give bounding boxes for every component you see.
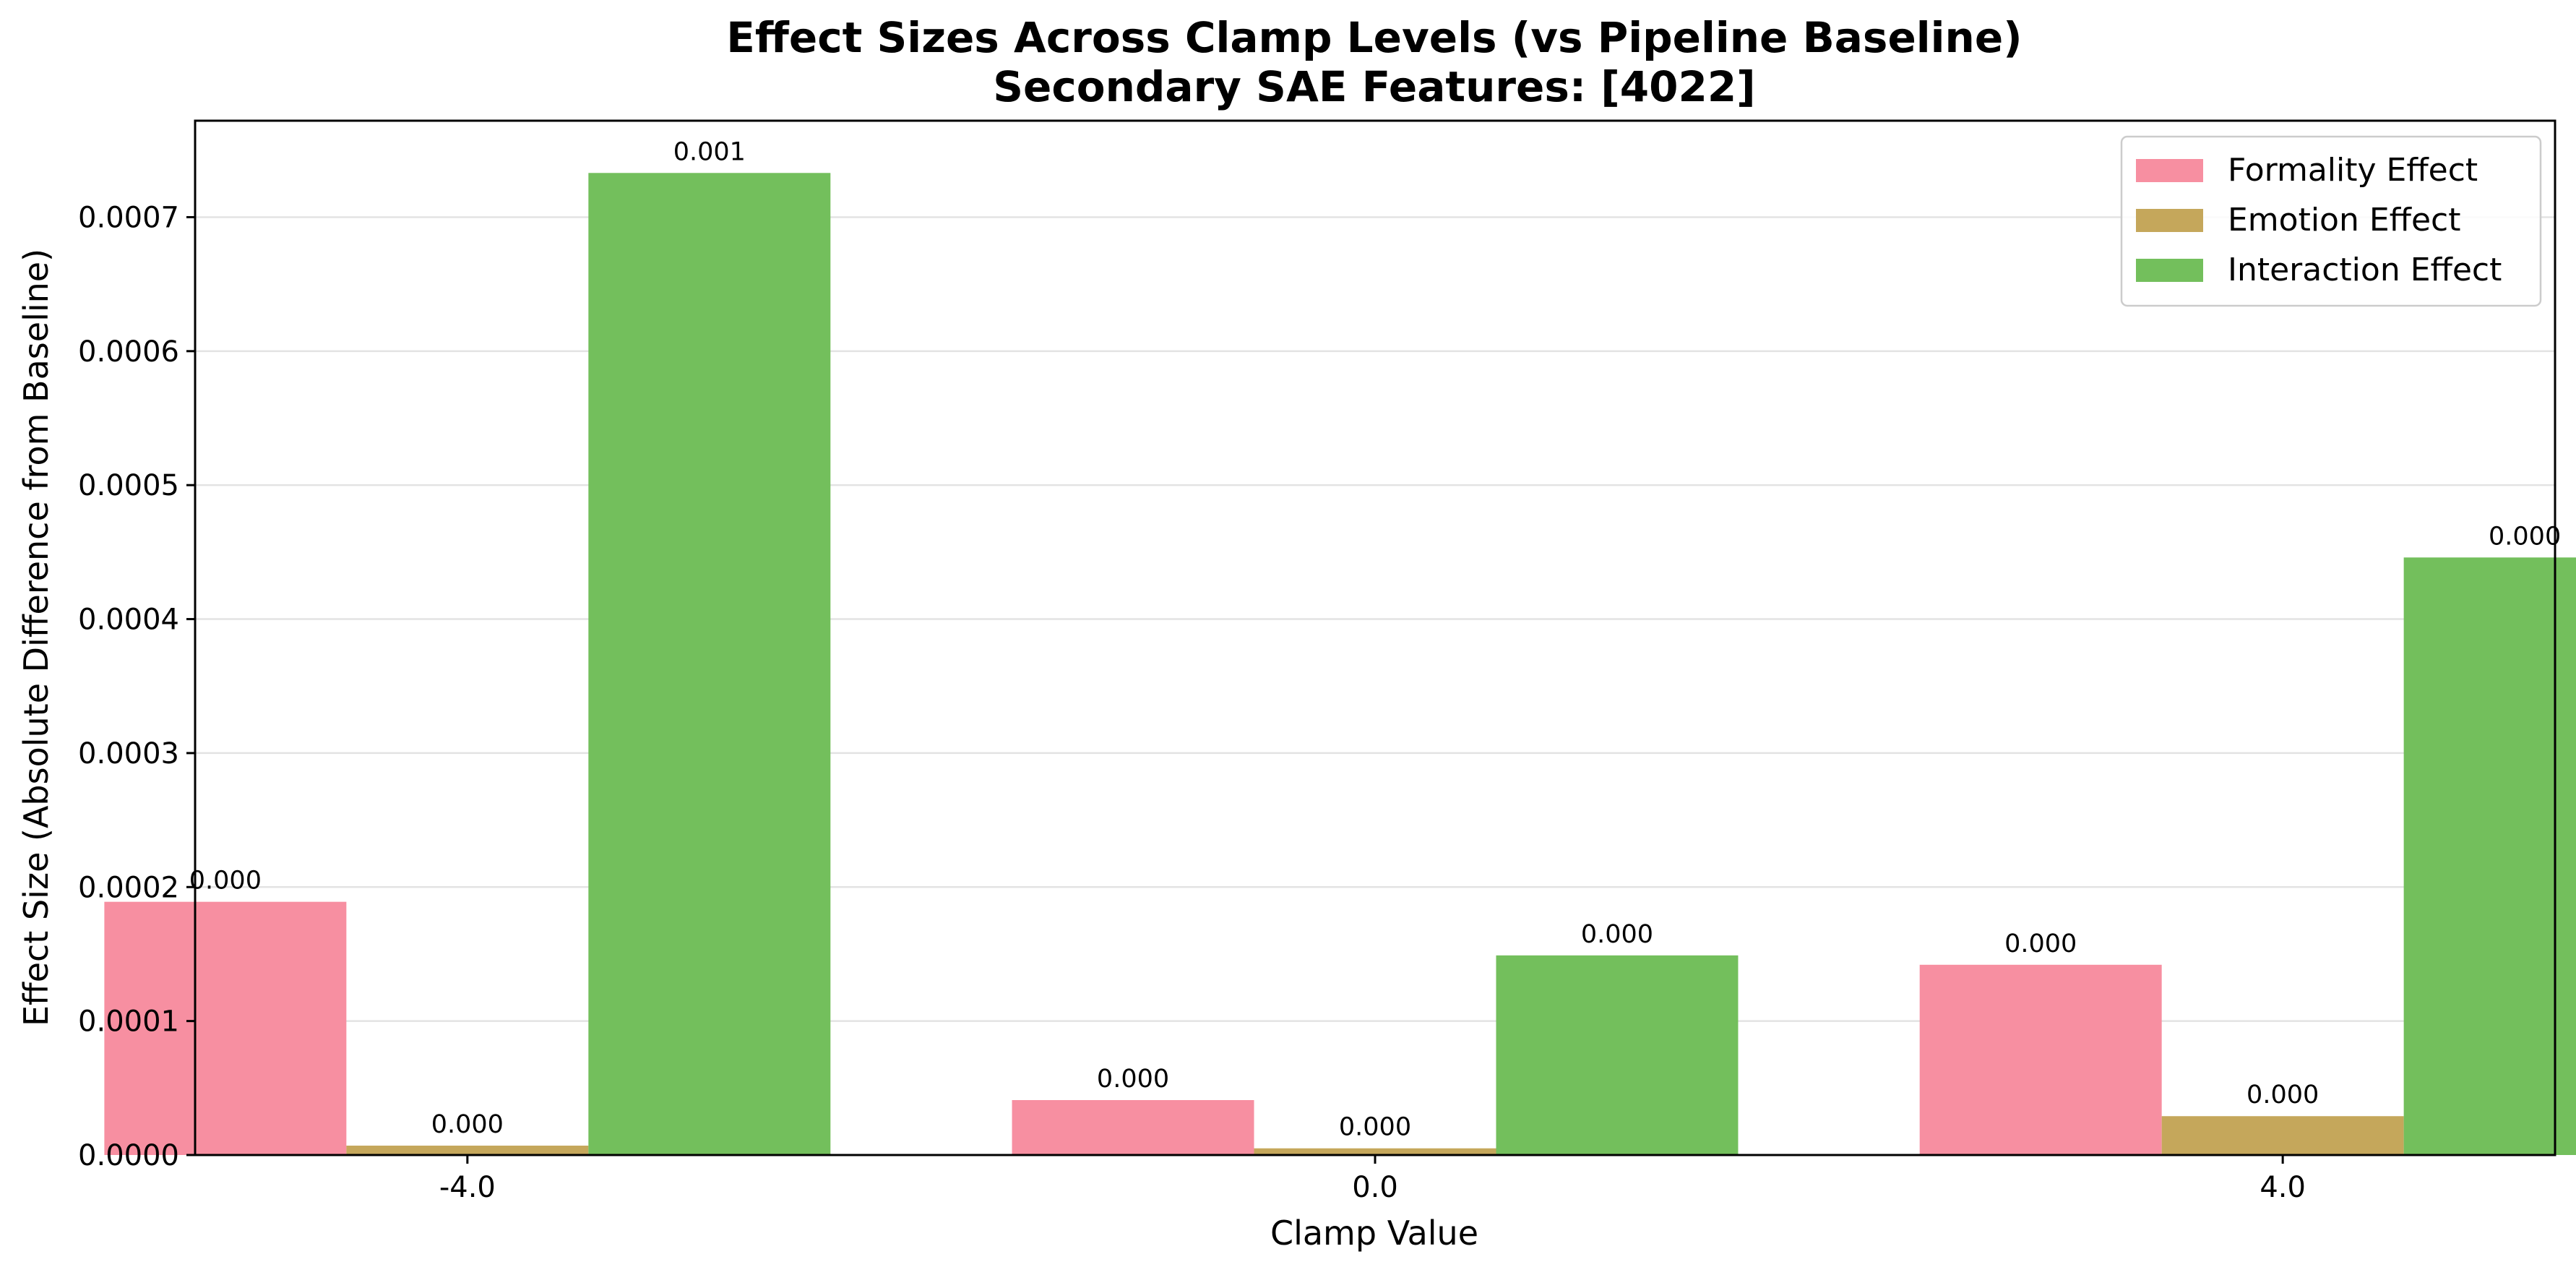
- bar-data-label: 0.001: [673, 137, 746, 166]
- y-tick-label: 0.0000: [78, 1139, 179, 1172]
- y-tick-label: 0.0005: [78, 469, 179, 502]
- y-tick-label: 0.0007: [78, 201, 179, 234]
- legend-entry: Formality Effect: [2228, 152, 2478, 189]
- legend-entry: Interaction Effect: [2228, 252, 2502, 288]
- x-axis-ticks: -4.0 0.0 4.0: [439, 1155, 2306, 1204]
- bar: [1496, 955, 1739, 1155]
- legend-box: [2120, 135, 2542, 307]
- bar-data-label: 0.000: [431, 1110, 504, 1139]
- y-tick-label: 0.0002: [78, 871, 179, 904]
- bar: [1919, 964, 2162, 1155]
- y-tick-label: 0.0003: [78, 737, 179, 770]
- y-axis-ticks: 0.0000 0.0001 0.0002 0.0003 0.0004 0.0005 0.00…: [78, 201, 195, 1172]
- bar: [346, 1146, 589, 1155]
- legend-entry: Emotion Effect: [2228, 202, 2460, 239]
- y-tick-label: 0.0004: [78, 604, 179, 637]
- bar: [1254, 1148, 1496, 1155]
- bar-data-label: 0.000: [2247, 1081, 2319, 1109]
- bars: [104, 173, 2576, 1155]
- legend-swatch: [2136, 259, 2203, 282]
- bar: [588, 173, 831, 1155]
- data-labels: 0.000 0.000 0.000 0.000 0.000 0.000 0.001 0.000…: [189, 137, 2561, 1141]
- legend: Formality Effect Emotion Effect Interactio…: [2120, 135, 2542, 307]
- bar-data-label: 0.000: [1339, 1113, 1411, 1142]
- chart-title: Effect Sizes Across Clamp Levels (vs Pip…: [726, 13, 2022, 62]
- y-tick-label: 0.0001: [78, 1005, 179, 1039]
- bar-data-label: 0.000: [2004, 930, 2077, 958]
- bar: [1012, 1100, 1254, 1155]
- x-tick-label: 0.0: [1352, 1171, 1398, 1204]
- bar-data-label: 0.000: [2489, 522, 2561, 551]
- x-axis-label: Clamp Value: [1270, 1214, 1478, 1253]
- bar-data-label: 0.000: [1581, 920, 1653, 949]
- legend-swatch: [2136, 209, 2203, 232]
- bar: [2403, 557, 2576, 1155]
- legend-swatch: [2136, 159, 2203, 182]
- y-tick-label: 0.0006: [78, 335, 179, 369]
- bar: [104, 901, 347, 1155]
- chart-subtitle: Secondary SAE Features: [4022]: [993, 62, 1755, 111]
- bar-data-label: 0.000: [189, 867, 262, 896]
- bar-data-label: 0.000: [1097, 1065, 1169, 1094]
- x-tick-label: -4.0: [439, 1171, 496, 1204]
- bar: [2161, 1116, 2404, 1155]
- x-tick-label: 4.0: [2260, 1171, 2306, 1204]
- y-axis-label: Effect Size (Absolute Difference from Ba…: [17, 249, 56, 1026]
